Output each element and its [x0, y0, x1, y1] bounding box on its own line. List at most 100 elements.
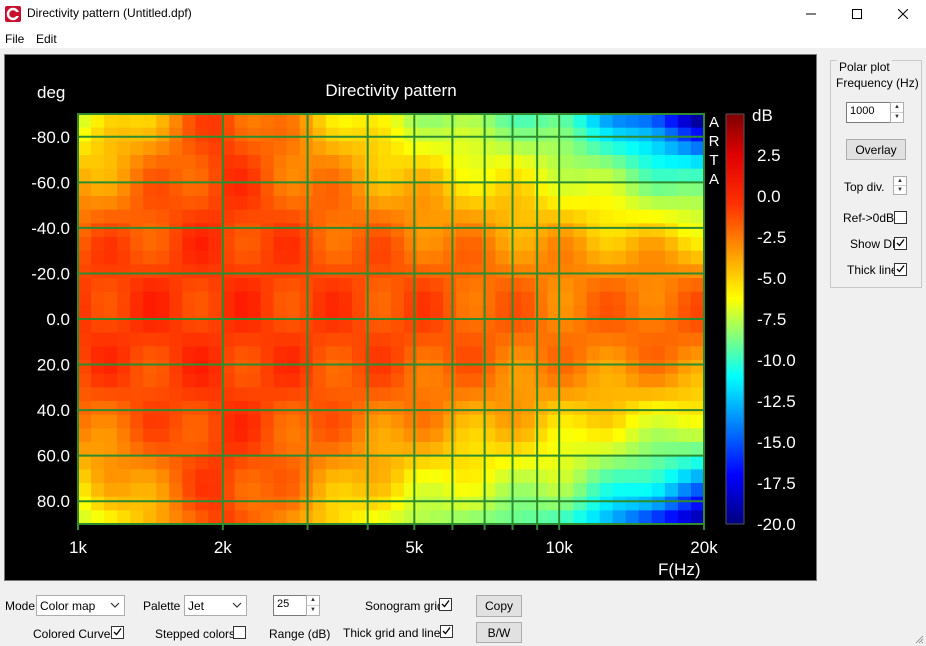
heatmap-cell	[469, 346, 483, 361]
heatmap-cell	[573, 387, 588, 402]
heatmap-cell	[78, 223, 92, 238]
show-di-checkbox[interactable]	[894, 237, 907, 250]
heatmap-cell	[273, 469, 288, 484]
range-spinner[interactable]: ▲ ▼	[306, 595, 320, 616]
heatmap-cell	[573, 209, 588, 224]
ref-0db-label: Ref->0dB	[843, 211, 895, 225]
heatmap-cell	[599, 483, 614, 498]
heatmap-cell	[130, 291, 144, 306]
close-button[interactable]	[880, 0, 926, 28]
minimize-button[interactable]	[788, 0, 834, 28]
heatmap-cell	[417, 387, 431, 402]
heatmap-cell	[469, 264, 483, 279]
heatmap-cell	[417, 141, 431, 156]
palette-select[interactable]: Jet	[184, 595, 247, 616]
heatmap-cell	[325, 442, 340, 457]
spin-up-icon[interactable]: ▲	[891, 103, 903, 113]
heatmap-cell	[443, 360, 457, 375]
heatmap-cell	[286, 455, 301, 470]
spin-down-icon[interactable]: ▼	[310, 607, 316, 614]
heatmap-cell	[234, 469, 249, 484]
spin-down-icon[interactable]: ▼	[894, 114, 900, 121]
mode-select[interactable]: Color map	[36, 595, 125, 616]
menu-file[interactable]: File	[5, 32, 25, 46]
heatmap-cell	[690, 414, 704, 429]
heatmap-cell	[625, 168, 640, 183]
heatmap-cell	[651, 168, 666, 183]
heatmap-cell	[547, 483, 562, 498]
heatmap-cell	[377, 469, 392, 484]
heatmap-cell	[651, 182, 666, 197]
heatmap-cell	[625, 442, 640, 457]
top-div-label: Top div.	[844, 180, 885, 194]
heatmap-cell	[495, 496, 509, 511]
thick-grid-checkbox[interactable]	[440, 625, 453, 638]
heatmap-cell	[521, 387, 536, 402]
heatmap-cell	[690, 496, 704, 511]
heatmap-cell	[260, 510, 275, 524]
y-tick-label: -20.0	[31, 264, 70, 283]
bw-button[interactable]: B/W	[476, 622, 522, 643]
heatmap-cell	[377, 114, 392, 129]
menu-edit[interactable]: Edit	[36, 32, 57, 46]
frequency-input[interactable]: 1000	[846, 102, 892, 123]
maximize-button[interactable]	[834, 0, 880, 28]
spin-down-icon[interactable]: ▼	[897, 186, 903, 193]
plot-frame	[77, 113, 705, 525]
directivity-plot[interactable]: Directivity pattern deg F(Hz) -80.0 -60.0…	[4, 54, 817, 581]
heatmap-cell	[586, 496, 601, 511]
colored-curves-checkbox[interactable]	[111, 626, 124, 639]
heatmap-cell	[573, 114, 588, 129]
heatmap-cell	[286, 250, 301, 265]
heatmap-cell	[612, 291, 627, 306]
heatmap-cell	[234, 127, 249, 142]
heatmap-cell	[664, 414, 679, 429]
heatmap-cell	[130, 373, 144, 388]
heatmap-cell	[560, 209, 575, 224]
heatmap-cell	[377, 428, 392, 443]
heatmap-cell	[417, 455, 431, 470]
heatmap-cell	[247, 127, 262, 142]
copy-button[interactable]: Copy	[476, 595, 522, 617]
heatmap-cell	[677, 127, 692, 142]
heatmap-cell	[234, 401, 249, 416]
heatmap-cell	[195, 223, 210, 238]
range-input[interactable]: 25	[273, 595, 308, 616]
heatmap-cell	[391, 442, 405, 457]
heatmap-cell	[625, 237, 640, 252]
heatmap-cell	[586, 319, 601, 334]
overlay-button[interactable]: Overlay	[846, 139, 906, 160]
heatmap-cell	[430, 141, 444, 156]
menu-bar: File Edit	[0, 28, 926, 48]
heatmap-cell	[208, 414, 223, 429]
heatmap-cell	[690, 319, 704, 334]
heatmap-cell	[638, 168, 653, 183]
frequency-spinner[interactable]: ▲ ▼	[890, 102, 904, 123]
stepped-colors-checkbox[interactable]	[233, 626, 246, 639]
heatmap-cell	[247, 414, 262, 429]
ref-0db-checkbox[interactable]	[894, 211, 907, 224]
colorbar-tick-label: -2.5	[757, 228, 786, 247]
resize-grip-icon[interactable]	[914, 634, 924, 644]
top-div-spinner[interactable]: ▲ ▼	[893, 176, 907, 195]
sonogram-grid-checkbox[interactable]	[439, 598, 452, 611]
heatmap-cell	[247, 496, 262, 511]
heatmap-cell	[430, 209, 444, 224]
heatmap-cell	[260, 223, 275, 238]
heatmap-cell	[638, 278, 653, 293]
heatmap-cell	[521, 196, 536, 211]
heatmap-cell	[299, 305, 314, 320]
heatmap-cell	[234, 387, 249, 402]
thick-line-checkbox[interactable]	[894, 263, 907, 276]
heatmap-cell	[443, 319, 457, 334]
heatmap-cell	[469, 496, 483, 511]
heatmap-cell	[104, 346, 118, 361]
spin-up-icon[interactable]: ▲	[894, 177, 906, 186]
heatmap-cell	[143, 223, 157, 238]
heatmap-cell	[664, 209, 679, 224]
heatmap-cell	[612, 278, 627, 293]
heatmap-cell	[169, 209, 183, 224]
spin-up-icon[interactable]: ▲	[307, 596, 319, 606]
heatmap-cell	[547, 209, 562, 224]
heatmap-cell	[404, 332, 418, 347]
